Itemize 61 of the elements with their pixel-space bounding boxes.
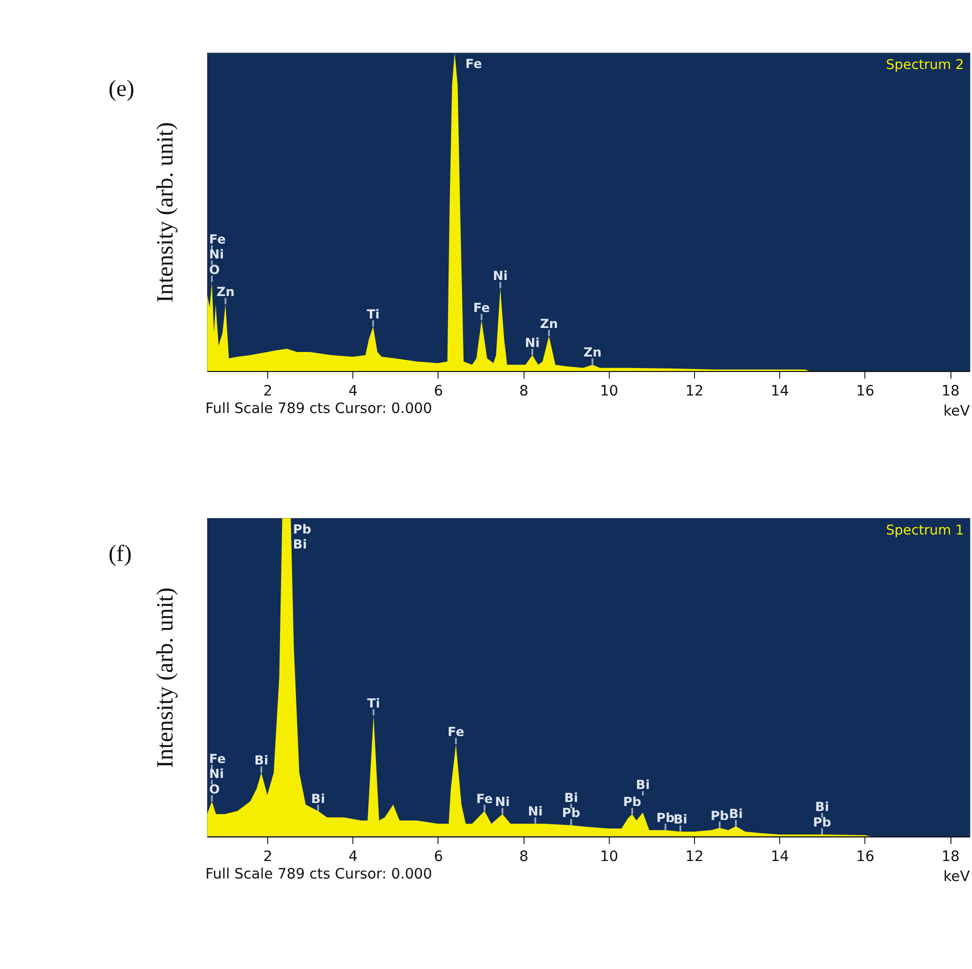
annotation: Zn — [540, 316, 558, 331]
annotation: Bi — [564, 790, 578, 805]
annotation: Ni — [528, 804, 543, 819]
annotation: Zn — [583, 344, 602, 360]
annotation: Fe — [476, 790, 493, 806]
x-tick-label: 14 — [770, 849, 789, 866]
x-tick-label: 4 — [348, 384, 358, 400]
annotation: Pb — [812, 814, 832, 830]
text: Full Scale 789 cts Cursor: 0.000 — [205, 401, 432, 418]
x-tick-label: 6 — [434, 849, 444, 866]
annotation: Bi — [254, 752, 268, 768]
annotation: Ti — [367, 695, 380, 710]
annotation: Fe — [473, 300, 490, 316]
text: Full Scale 789 cts Cursor: 0.000 — [205, 866, 432, 883]
x-tick-label: 6 — [434, 384, 444, 400]
annotation: Bi — [636, 777, 650, 792]
annotation: Zn — [216, 284, 234, 300]
annotation: Pb — [623, 794, 642, 810]
annotation: Fe — [448, 724, 464, 740]
text: (f) — [108, 541, 132, 568]
x-tick-label: 2 — [263, 384, 272, 400]
annotation: O — [209, 262, 220, 277]
annotation: Bi — [673, 812, 688, 827]
y-axis-title: Intensity (arb. unit) — [152, 122, 179, 303]
annotation: Fe — [209, 750, 226, 766]
x-tick-label: 10 — [600, 384, 618, 400]
annotation: Ni — [524, 335, 540, 350]
x-tick-label: 8 — [519, 849, 528, 866]
annotation: Bi — [311, 790, 326, 806]
x-axis-title: keV — [943, 403, 970, 420]
text: Spectrum 1 — [886, 523, 964, 538]
text: (e) — [108, 76, 134, 102]
annotation: Ni — [209, 246, 224, 262]
annotation: Bi — [815, 799, 830, 814]
x-tick-label: 4 — [348, 849, 358, 866]
text: Spectrum 2 — [886, 58, 964, 73]
x-tick-label: 14 — [770, 384, 789, 400]
annotation: Ni — [492, 268, 508, 284]
annotation: Pb — [562, 805, 580, 820]
annotation: Pb — [710, 808, 729, 823]
x-tick-label: 16 — [856, 384, 874, 400]
y-axis-title: Intensity (arb. unit) — [152, 587, 179, 768]
annotation: Ti — [366, 306, 380, 322]
x-tick-label: 8 — [519, 384, 528, 400]
x-axis-title: keV — [943, 868, 970, 885]
x-tick-label: 12 — [685, 849, 704, 866]
x-tick-label: 2 — [263, 849, 272, 866]
x-tick-label: 12 — [685, 384, 704, 400]
x-tick-label: 16 — [856, 849, 874, 866]
annotation: Bi — [728, 806, 743, 822]
annotation: Pb — [656, 810, 675, 825]
annotation: Bi — [293, 536, 307, 552]
annotation: Ni — [495, 794, 510, 810]
annotation: Ni — [209, 766, 224, 782]
x-tick-label: 10 — [600, 849, 618, 866]
annotation: Fe — [465, 56, 482, 71]
x-tick-label: 18 — [941, 849, 960, 866]
annotation: O — [209, 781, 220, 796]
annotation: Pb — [293, 521, 312, 536]
x-tick-label: 18 — [941, 384, 960, 400]
annotation: Fe — [209, 231, 226, 246]
